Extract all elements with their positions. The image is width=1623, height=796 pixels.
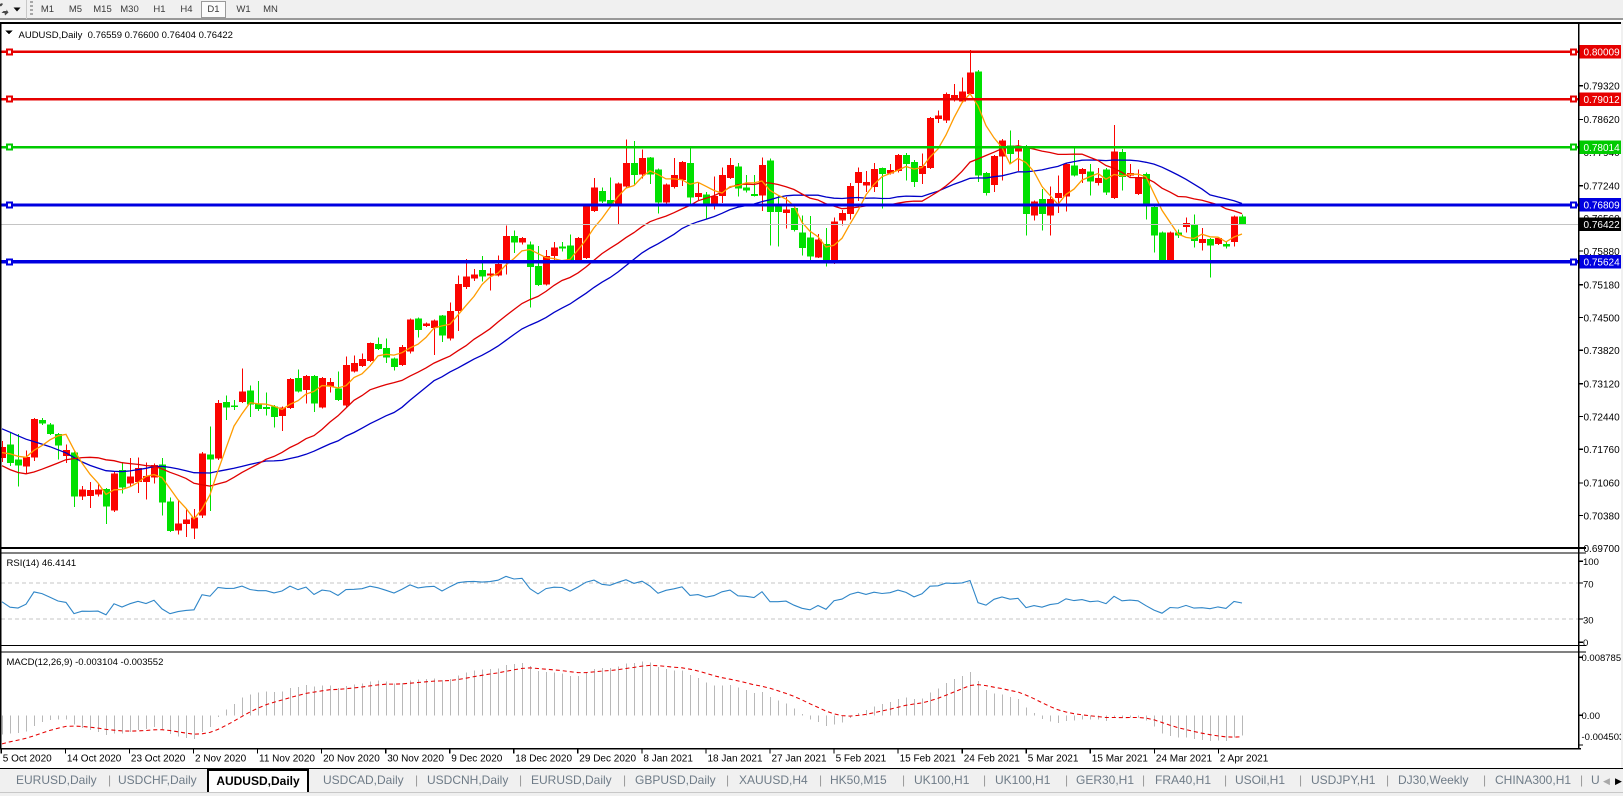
svg-text:0.72440: 0.72440 (1584, 412, 1621, 423)
svg-text:0: 0 (1583, 638, 1588, 649)
svg-text:18 Jan 2021: 18 Jan 2021 (708, 754, 763, 765)
svg-text:9 Dec 2020: 9 Dec 2020 (451, 754, 503, 765)
svg-text:24 Feb 2021: 24 Feb 2021 (964, 754, 1021, 765)
svg-text:0.71060: 0.71060 (1584, 479, 1621, 490)
svg-text:0.76422: 0.76422 (1584, 220, 1621, 231)
svg-text:8 Jan 2021: 8 Jan 2021 (643, 754, 693, 765)
svg-text:0.77240: 0.77240 (1584, 182, 1621, 193)
svg-text:0.79012: 0.79012 (1584, 95, 1621, 106)
svg-text:5 Mar 2021: 5 Mar 2021 (1028, 754, 1079, 765)
svg-text:23 Oct 2020: 23 Oct 2020 (131, 754, 186, 765)
svg-text:15 Feb 2021: 15 Feb 2021 (900, 754, 957, 765)
svg-text:0.76809: 0.76809 (1584, 201, 1621, 212)
svg-text:0.69700: 0.69700 (1584, 544, 1621, 555)
svg-text:18 Dec 2020: 18 Dec 2020 (515, 754, 572, 765)
svg-text:27 Jan 2021: 27 Jan 2021 (772, 754, 827, 765)
svg-text:0.75180: 0.75180 (1584, 281, 1621, 292)
svg-text:0.70380: 0.70380 (1584, 511, 1621, 522)
svg-text:0.78620: 0.78620 (1584, 115, 1621, 126)
svg-text:0.75880: 0.75880 (1584, 247, 1621, 258)
svg-text:29 Dec 2020: 29 Dec 2020 (579, 754, 636, 765)
svg-text:0.73120: 0.73120 (1584, 380, 1621, 391)
svg-text:0.73820: 0.73820 (1584, 346, 1621, 357)
svg-text:30: 30 (1583, 616, 1594, 627)
svg-text:0.00: 0.00 (1582, 711, 1601, 722)
svg-text:20 Nov 2020: 20 Nov 2020 (323, 754, 380, 765)
svg-text:70: 70 (1583, 579, 1594, 590)
svg-text:15 Mar 2021: 15 Mar 2021 (1092, 754, 1149, 765)
svg-text:0.80009: 0.80009 (1584, 48, 1621, 59)
svg-text:RSI(14) 46.4141: RSI(14) 46.4141 (7, 558, 77, 569)
svg-text:0.74500: 0.74500 (1584, 313, 1621, 324)
svg-text:AUDUSD,Daily 0.76559 0.76600: AUDUSD,Daily 0.76559 0.76600 0.76404 0.7… (19, 30, 233, 41)
svg-text:24 Mar 2021: 24 Mar 2021 (1156, 754, 1213, 765)
svg-text:11 Nov 2020: 11 Nov 2020 (259, 754, 315, 765)
svg-text:2 Nov 2020: 2 Nov 2020 (195, 754, 247, 765)
svg-text:2 Apr 2021: 2 Apr 2021 (1220, 754, 1269, 765)
svg-text:0.008785: 0.008785 (1582, 653, 1622, 664)
svg-text:-0.004503: -0.004503 (1582, 732, 1623, 743)
svg-text:0.79320: 0.79320 (1584, 82, 1621, 93)
svg-text:0.71760: 0.71760 (1584, 445, 1621, 456)
svg-text:14 Oct 2020: 14 Oct 2020 (67, 754, 122, 765)
svg-text:MACD(12,26,9) -0.003104 -0.003: MACD(12,26,9) -0.003104 -0.003552 (7, 657, 164, 668)
svg-text:0.78014: 0.78014 (1584, 143, 1621, 154)
svg-text:5 Oct 2020: 5 Oct 2020 (3, 754, 52, 765)
svg-text:100: 100 (1583, 557, 1599, 568)
svg-text:0.75624: 0.75624 (1584, 258, 1621, 269)
svg-text:30 Nov 2020: 30 Nov 2020 (387, 754, 444, 765)
svg-text:5 Feb 2021: 5 Feb 2021 (836, 754, 887, 765)
